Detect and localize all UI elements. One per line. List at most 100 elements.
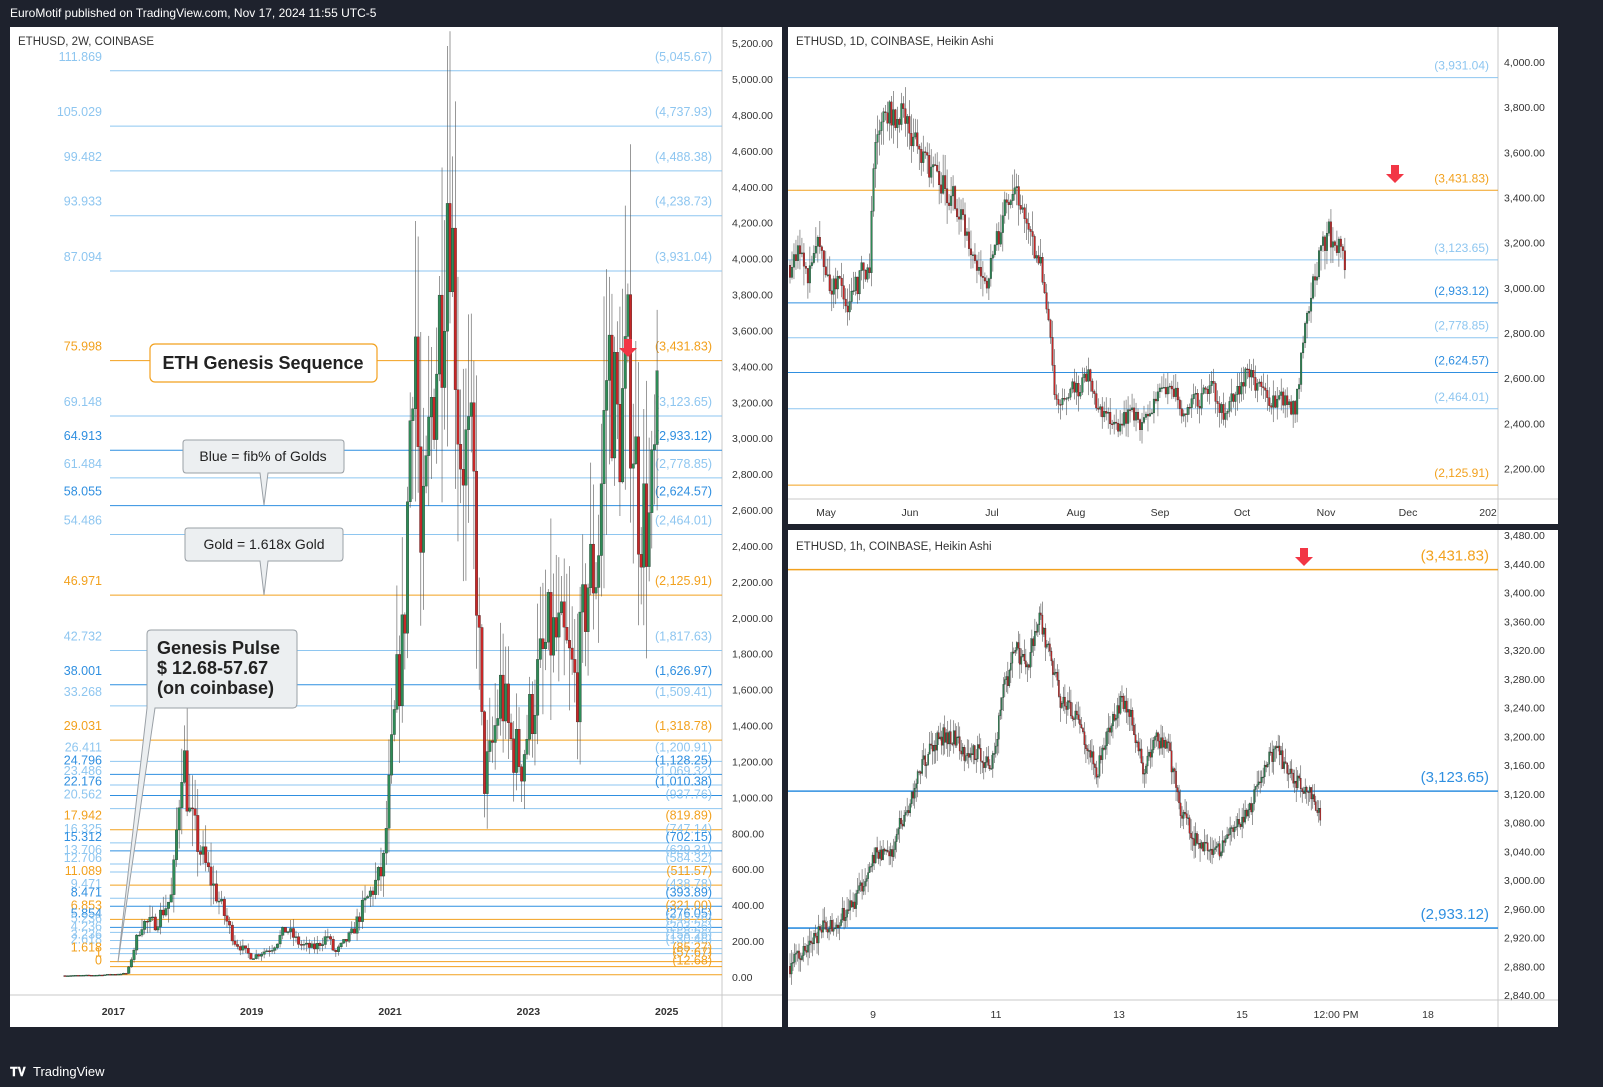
eth-1d-candle bbox=[1019, 205, 1022, 210]
eth-1d-candle bbox=[1304, 323, 1307, 344]
eth-1d-candle bbox=[788, 265, 792, 278]
eth-2w-candle bbox=[419, 446, 423, 553]
eth-1d-candle bbox=[1121, 423, 1124, 426]
eth-1h-candle bbox=[1149, 751, 1152, 758]
eth-1h-candle bbox=[1158, 740, 1161, 749]
eth-1h-candle bbox=[876, 847, 878, 853]
eth-2w-candle bbox=[586, 587, 590, 632]
y-tick-label: 3,440.00 bbox=[1504, 559, 1545, 571]
eth-2w-candle bbox=[403, 614, 407, 634]
x-tick-label: 2017 bbox=[102, 1006, 126, 1018]
eth-1h-candle bbox=[1238, 819, 1240, 825]
eth-2w-candle bbox=[113, 974, 117, 976]
eth-1h-candle bbox=[1163, 740, 1165, 748]
eth-1h-candle bbox=[1007, 676, 1009, 686]
eth-1h-candle bbox=[1013, 651, 1015, 654]
eth-1h-candle bbox=[993, 753, 996, 755]
eth-1d-candle bbox=[1242, 382, 1245, 387]
eth-1d-candle bbox=[1125, 412, 1128, 424]
eth-1h-candle bbox=[928, 743, 931, 755]
eth-1h-candle bbox=[1040, 612, 1042, 616]
eth-1h-candle bbox=[1022, 654, 1024, 657]
y-tick-label: 2,600.00 bbox=[1504, 373, 1545, 385]
eth-1h-candle bbox=[1223, 840, 1225, 843]
fib-price-label: (2,778.85) bbox=[655, 457, 712, 471]
eth-1h-candle bbox=[804, 946, 806, 951]
eth-1d-candle bbox=[1035, 255, 1038, 259]
x-tick-label: 15 bbox=[1236, 1009, 1248, 1021]
eth-2w-candle bbox=[398, 654, 402, 707]
eth-1d-candle bbox=[808, 265, 811, 284]
eth-1d-candle bbox=[1154, 398, 1157, 402]
eth-1h-candle bbox=[1260, 777, 1263, 783]
eth-1h-candle bbox=[828, 928, 830, 933]
eth-1h-candle bbox=[961, 746, 964, 755]
eth-1h-candle bbox=[1038, 612, 1041, 625]
eth-2w-candle bbox=[461, 469, 465, 486]
eth-1d-candle bbox=[1119, 423, 1122, 432]
eth-1h-candle bbox=[1220, 852, 1222, 857]
x-tick-label: 13 bbox=[1113, 1009, 1125, 1021]
eth-1d-candle bbox=[794, 254, 797, 261]
callout-genesis-pulse bbox=[117, 629, 298, 963]
eth-1h-candle bbox=[886, 850, 889, 852]
fib-price-label: (2,125.91) bbox=[1434, 466, 1489, 480]
eth-2w-candle bbox=[326, 936, 330, 938]
callout-gold-ratio bbox=[184, 527, 344, 596]
y-tick-label: 2,600.00 bbox=[732, 505, 773, 517]
eth-1d-candle bbox=[1238, 386, 1241, 395]
eth-2w-candle bbox=[273, 947, 277, 951]
eth-1d-candle bbox=[920, 149, 923, 163]
eth-1h-candle bbox=[1035, 631, 1038, 633]
eth-1h-candle bbox=[975, 758, 978, 761]
eth-2w-candle bbox=[315, 943, 319, 950]
eth-2w-candle bbox=[209, 866, 213, 886]
eth-1h-candle bbox=[1202, 842, 1204, 852]
eth-2w-candle bbox=[411, 408, 415, 421]
eth-1h-candle bbox=[1173, 768, 1176, 772]
eth-1h-candle bbox=[1068, 700, 1071, 703]
eth-1h-candle bbox=[1110, 725, 1113, 733]
eth-1h-candle bbox=[1164, 740, 1167, 749]
eth-1d-candle bbox=[882, 111, 885, 123]
eth-1h-candle bbox=[964, 755, 967, 761]
eth-1h-candle bbox=[1098, 755, 1101, 777]
eth-1h-candle bbox=[841, 907, 844, 920]
eth-1h-candle bbox=[817, 926, 820, 944]
eth-1h-candle bbox=[1152, 740, 1155, 750]
fib-price-label: (57.67) bbox=[672, 946, 712, 960]
eth-1h-candle bbox=[1146, 755, 1149, 767]
eth-1d-candle bbox=[1294, 401, 1297, 415]
eth-2w-candle bbox=[469, 402, 473, 417]
eth-1h-candle bbox=[1287, 773, 1290, 775]
eth-1d-candle bbox=[944, 175, 947, 189]
eth-1d-candle bbox=[1061, 398, 1064, 405]
eth-1h-candle bbox=[1083, 731, 1086, 745]
y-tick-label: 3,080.00 bbox=[1504, 818, 1545, 830]
eth-2w-candle bbox=[244, 945, 248, 949]
eth-1h-candle bbox=[930, 743, 933, 746]
eth-1d-candle bbox=[1041, 257, 1044, 283]
eth-1d-candle bbox=[993, 244, 996, 255]
chart-panel-2w: ETHUSD, 2W, COINBASE 0.00 200.00 400.00 600.… bbox=[10, 27, 782, 1027]
y-tick-label: 5,000.00 bbox=[732, 74, 773, 86]
eth-1h-candle bbox=[1089, 750, 1092, 758]
eth-2w-candle bbox=[408, 420, 412, 502]
eth-1d-candle bbox=[916, 132, 919, 147]
eth-1h-candle bbox=[1190, 833, 1192, 839]
eth-1d-candle bbox=[985, 280, 988, 289]
eth-1h-candle bbox=[1218, 843, 1221, 857]
eth-1h-candle bbox=[1056, 672, 1059, 681]
fib-price-label: (3,931.04) bbox=[1434, 59, 1489, 73]
eth-2w-candle bbox=[331, 939, 335, 951]
fib-price-label: (3,123.65) bbox=[655, 395, 712, 409]
eth-1d-candle bbox=[1250, 370, 1253, 378]
eth-1h-candle bbox=[840, 919, 842, 926]
eth-1d-candle bbox=[950, 195, 953, 206]
eth-1d-candle bbox=[1300, 352, 1303, 385]
eth-1d-candle bbox=[1093, 391, 1096, 394]
eth-1h-candle bbox=[837, 924, 839, 929]
eth-2w-candle bbox=[456, 389, 460, 445]
eth-2w-candle bbox=[610, 334, 614, 459]
eth-1d-candle bbox=[1091, 380, 1094, 392]
